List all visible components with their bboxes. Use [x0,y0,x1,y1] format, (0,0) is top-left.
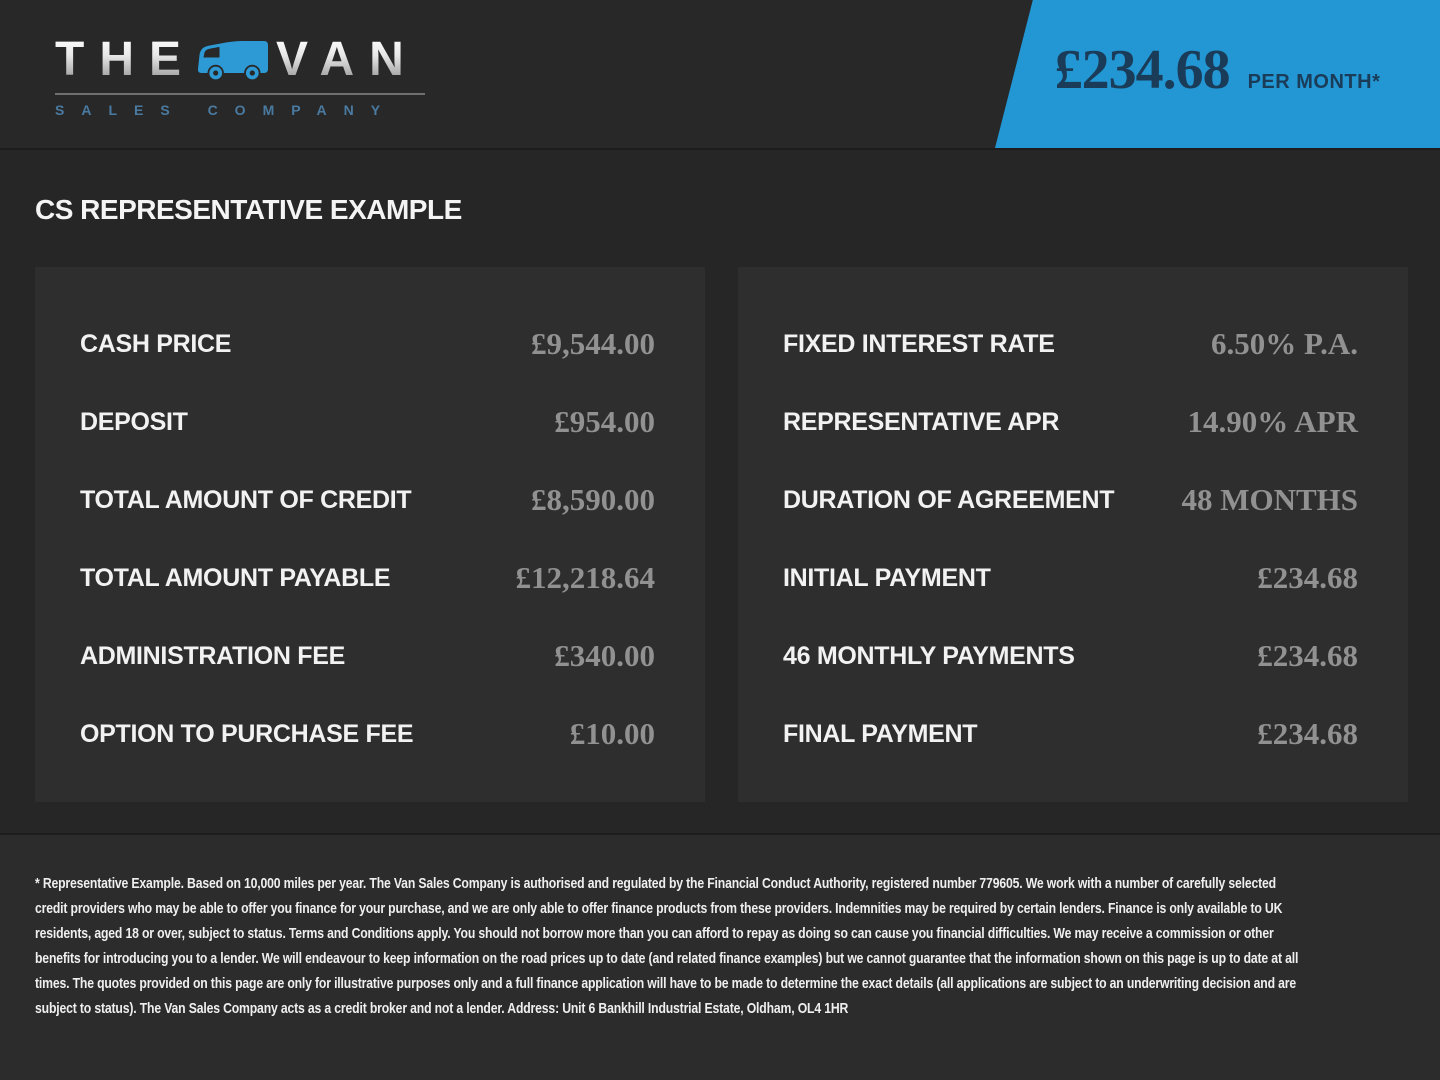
footer: * Representative Example. Based on 10,00… [0,833,1440,1080]
logo-sales-company-text: SALES COMPANY [55,102,398,118]
company-logo: THE VAN SALES COMPANY [55,33,427,118]
row-value: £234.68 [1257,716,1358,751]
row-label: TOTAL AMOUNT PAYABLE [80,563,391,592]
table-row: TOTAL AMOUNT OF CREDIT £8,590.00 [80,461,655,539]
table-row: REPRESENTATIVE APR 14.90% APR [783,383,1358,461]
row-value: 48 MONTHS [1181,482,1358,517]
table-row: FINAL PAYMENT £234.68 [783,695,1358,773]
row-value: £340.00 [554,638,655,673]
row-value: £234.68 [1257,638,1358,673]
row-value: £9,544.00 [531,326,655,361]
van-icon [197,41,268,80]
row-label: OPTION TO PURCHASE FEE [80,719,414,748]
finance-panels: CASH PRICE £9,544.00 DEPOSIT £954.00 TOT… [35,267,1408,802]
row-value: £954.00 [554,404,655,439]
monthly-price-banner: £234.68 PER MONTH* [995,0,1440,148]
monthly-price-period: PER MONTH* [1247,71,1381,93]
disclaimer-text: * Representative Example. Based on 10,00… [35,875,1299,1017]
row-value: £12,218.64 [515,560,656,595]
logo-word-the: THE [55,33,196,86]
finance-panel-right: FIXED INTEREST RATE 6.50% P.A. REPRESENT… [738,267,1408,802]
row-label: DEPOSIT [80,407,188,436]
finance-panel-left: CASH PRICE £9,544.00 DEPOSIT £954.00 TOT… [35,267,705,802]
logo-word-van: VAN [276,33,419,86]
table-row: INITIAL PAYMENT £234.68 [783,539,1358,617]
row-label: DURATION OF AGREEMENT [783,485,1115,514]
row-label: CASH PRICE [80,329,232,358]
table-row: TOTAL AMOUNT PAYABLE £12,218.64 [80,539,655,617]
monthly-price-amount: £234.68 [1054,39,1231,101]
table-row: CASH PRICE £9,544.00 [80,305,655,383]
row-label: 46 MONTHLY PAYMENTS [783,641,1075,670]
table-row: FIXED INTEREST RATE 6.50% P.A. [783,305,1358,383]
logo-divider-line [55,93,425,95]
table-row: DURATION OF AGREEMENT 48 MONTHS [783,461,1358,539]
page-title: CS REPRESENTATIVE EXAMPLE [35,194,462,225]
table-row: DEPOSIT £954.00 [80,383,655,461]
row-label: ADMINISTRATION FEE [80,641,345,670]
row-value: £8,590.00 [531,482,655,517]
row-value: 14.90% APR [1187,404,1359,439]
row-value: £10.00 [569,716,655,751]
row-label: INITIAL PAYMENT [783,563,991,592]
logo-wordmark: THE VAN [55,33,427,87]
row-label: TOTAL AMOUNT OF CREDIT [80,485,412,514]
table-row: 46 MONTHLY PAYMENTS £234.68 [783,617,1358,695]
row-label: REPRESENTATIVE APR [783,407,1060,436]
row-value: 6.50% P.A. [1211,326,1358,361]
table-row: OPTION TO PURCHASE FEE £10.00 [80,695,655,773]
table-row: ADMINISTRATION FEE £340.00 [80,617,655,695]
row-value: £234.68 [1257,560,1358,595]
row-label: FIXED INTEREST RATE [783,329,1055,358]
finance-example-section: CS REPRESENTATIVE EXAMPLE CASH PRICE £9,… [0,150,1440,833]
row-label: FINAL PAYMENT [783,719,978,748]
header: THE VAN SALES COMPANY £234.68 PER MONTH* [0,0,1440,150]
